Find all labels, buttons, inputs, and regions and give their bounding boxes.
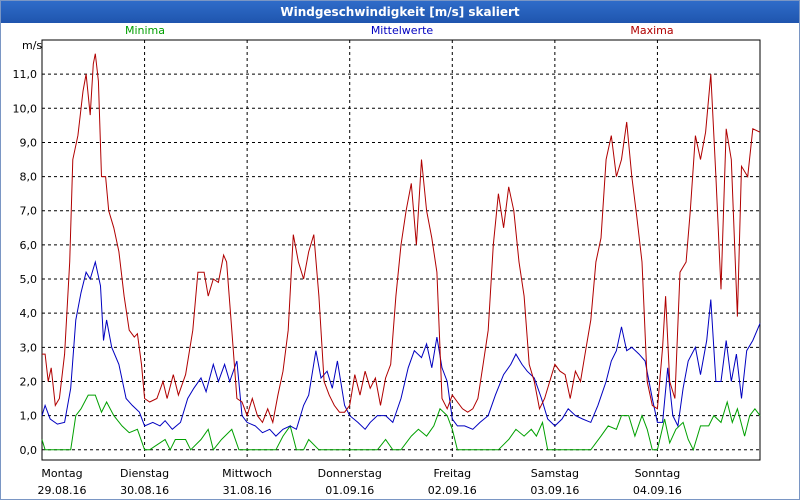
- chart-title: Windgeschwindigkeit [m/s] skaliert: [1, 1, 799, 23]
- x-tick-date: 02.09.16: [428, 484, 477, 497]
- grid-lines: [42, 40, 760, 460]
- x-tick-day: Dienstag: [120, 467, 169, 480]
- y-tick-label: 6,0: [20, 239, 38, 252]
- x-tick-date: 04.09.16: [633, 484, 682, 497]
- x-tick-day: Sonntag: [635, 467, 681, 480]
- plot-area: [41, 39, 761, 461]
- y-axis-unit: m/s: [22, 39, 42, 52]
- legend-mittelwerte: Mittelwerte: [371, 24, 434, 37]
- y-tick-label: 11,0: [13, 68, 38, 81]
- x-tick-date: 01.09.16: [325, 484, 374, 497]
- y-tick-label: 2,0: [20, 375, 38, 388]
- y-axis: m/s 0,0 1,0 2,0 3,0 4,0 5,0 6,0 7,0 8,0 9,0 10,0 11…: [13, 39, 43, 457]
- x-tick-day: Montag: [41, 467, 82, 480]
- legend: Minima Mittelwerte Maxima: [125, 24, 674, 37]
- x-tick-date: 31.08.16: [223, 484, 272, 497]
- y-tick-label: 0,0: [20, 444, 38, 457]
- x-tick-date: 29.08.16: [38, 484, 87, 497]
- x-tick-day: Donnerstag: [318, 467, 382, 480]
- y-tick-label: 3,0: [20, 341, 38, 354]
- y-tick-label: 9,0: [20, 136, 38, 149]
- y-tick-label: 4,0: [20, 307, 38, 320]
- series-lines: [41, 53, 761, 452]
- y-tick-label: 5,0: [20, 273, 38, 286]
- y-tick-label: 8,0: [20, 171, 38, 184]
- legend-minima: Minima: [125, 24, 165, 37]
- x-tick-day: Mittwoch: [222, 467, 272, 480]
- series-mean-line: [41, 260, 761, 437]
- x-tick-date: 03.09.16: [530, 484, 579, 497]
- x-tick-day: Samstag: [531, 467, 579, 480]
- y-tick-label: 7,0: [20, 205, 38, 218]
- series-min-line: [41, 394, 761, 452]
- x-tick-day: Freitag: [433, 467, 471, 480]
- x-tick-date: 30.08.16: [120, 484, 169, 497]
- y-tick-label: 10,0: [13, 102, 38, 115]
- series-max-line: [42, 53, 761, 425]
- x-axis: Montag 29.08.16 Dienstag 30.08.16 Mittwoch 31…: [38, 467, 682, 497]
- legend-maxima: Maxima: [630, 24, 673, 37]
- y-tick-label: 1,0: [20, 410, 38, 423]
